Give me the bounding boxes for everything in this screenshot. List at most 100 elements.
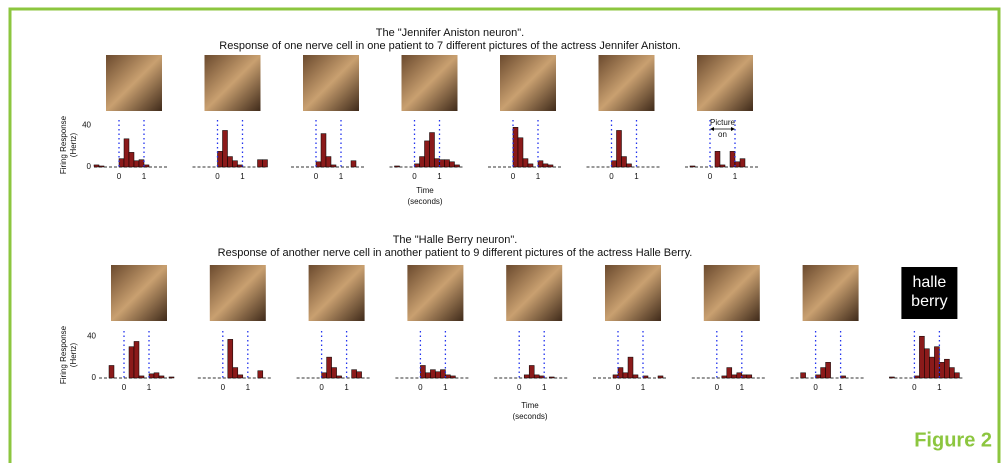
x-tick-label: 1 (339, 172, 344, 181)
histogram-bar (144, 165, 149, 167)
histogram-bar (929, 357, 934, 378)
histogram-bar (618, 368, 623, 378)
histogram-bar (129, 347, 134, 378)
histogram-bar (529, 365, 534, 378)
annotation: on (718, 130, 727, 139)
histogram-bar (228, 157, 233, 167)
x-tick-label: 1 (634, 172, 639, 181)
histogram-bar (643, 376, 648, 378)
x-tick-label: 0 (813, 383, 818, 392)
histogram-bar (617, 130, 622, 167)
histogram-bar (612, 161, 617, 167)
x-tick-label: 0 (708, 172, 713, 181)
histogram-bar (134, 161, 139, 167)
histogram-bar (445, 160, 450, 167)
histogram-bar (435, 372, 440, 378)
x-tick-label: 0 (314, 172, 319, 181)
histogram-bar (914, 376, 919, 378)
histogram-bar (727, 368, 732, 378)
histogram-bar (450, 162, 455, 167)
histogram-bar (628, 357, 633, 378)
histogram-bar (337, 376, 342, 378)
histogram-bar (99, 166, 104, 167)
histogram-bar (538, 161, 543, 167)
y-axis-label: (Hertz) (69, 342, 78, 367)
histogram-bar (949, 368, 954, 378)
x-tick-label: 1 (142, 172, 147, 181)
x-tick-label: 0 (221, 383, 226, 392)
histogram-bar (395, 166, 400, 167)
annotation: Picture (710, 118, 735, 127)
histogram-bar (149, 374, 154, 378)
x-tick-label: 0 (511, 172, 516, 181)
picture (697, 55, 753, 111)
x-tick-label: 0 (616, 383, 621, 392)
histogram-bar (801, 373, 806, 378)
histogram-bar (326, 157, 331, 167)
x-tick-label: 1 (246, 383, 251, 392)
histogram-bar (747, 375, 752, 378)
histogram-bar (455, 165, 460, 167)
histogram-bar (139, 160, 144, 167)
histogram-bar (742, 375, 747, 378)
picture (704, 265, 760, 321)
x-tick-label: 0 (517, 383, 522, 392)
histogram-bar (523, 159, 528, 167)
histogram-bar (954, 373, 959, 378)
x-tick-label: 1 (536, 172, 541, 181)
group-subtitle: Response of another nerve cell in anothe… (218, 247, 693, 259)
histogram-bar (129, 152, 134, 167)
x-tick-label: 0 (418, 383, 423, 392)
histogram-bar (720, 165, 725, 167)
picture (402, 55, 458, 111)
y-tick-label: 40 (87, 331, 96, 340)
histogram-bar (430, 370, 435, 378)
histogram-bar (420, 157, 425, 167)
histogram-bar (154, 373, 159, 378)
histogram-bar (690, 166, 695, 167)
histogram-bar (539, 376, 544, 378)
picture (506, 265, 562, 321)
histogram-bar (919, 336, 924, 378)
histogram-bar (327, 357, 332, 378)
histogram-bar (735, 162, 740, 167)
histogram-bar (425, 141, 430, 167)
figure: Figure 2 The "Jennifer Aniston neuron".R… (0, 0, 1003, 463)
histogram-bar (524, 375, 529, 378)
histogram-bar (223, 130, 228, 167)
histogram-bar (435, 159, 440, 167)
histogram-bar (543, 164, 548, 167)
histogram-bar (841, 376, 846, 378)
y-tick-label: 40 (82, 120, 91, 129)
x-tick-label: 1 (641, 383, 646, 392)
histogram-bar (740, 159, 745, 167)
picture (803, 265, 859, 321)
y-axis-label: Firing Response (59, 115, 68, 174)
histogram-bar (924, 349, 929, 378)
histogram-bar (109, 365, 114, 378)
histogram-bar (352, 370, 357, 378)
x-tick-label: 1 (937, 383, 942, 392)
x-tick-label: 0 (912, 383, 917, 392)
x-tick-label: 0 (412, 172, 417, 181)
histogram-bar (518, 138, 523, 167)
histogram-bar (218, 151, 223, 167)
histogram-bar (549, 377, 554, 378)
picture-text: halle (912, 274, 946, 291)
x-axis-label: Time (521, 401, 539, 410)
histogram-bar (134, 341, 139, 378)
histogram-bar (934, 347, 939, 378)
x-tick-label: 0 (319, 383, 324, 392)
histogram-bar (939, 362, 944, 378)
x-tick-label: 1 (240, 172, 245, 181)
group-subtitle: Response of one nerve cell in one patien… (219, 40, 680, 52)
x-tick-label: 1 (437, 172, 442, 181)
histogram-bar (445, 375, 450, 378)
histogram-bar (450, 376, 455, 378)
picture (599, 55, 655, 111)
histogram-bar (534, 375, 539, 378)
histogram-bar (357, 372, 362, 378)
histogram-bar (258, 371, 263, 378)
x-axis-label: (seconds) (512, 412, 547, 421)
x-tick-label: 0 (122, 383, 127, 392)
